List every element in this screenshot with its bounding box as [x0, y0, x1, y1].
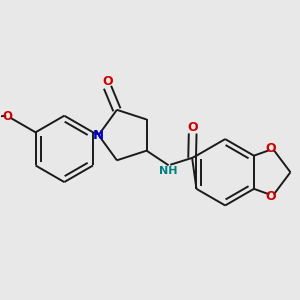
Text: N: N — [93, 129, 104, 142]
Text: O: O — [266, 142, 276, 155]
Text: O: O — [188, 122, 198, 134]
Text: O: O — [266, 190, 276, 202]
Text: O: O — [2, 110, 12, 123]
Text: O: O — [102, 75, 113, 88]
Text: NH: NH — [159, 167, 178, 176]
